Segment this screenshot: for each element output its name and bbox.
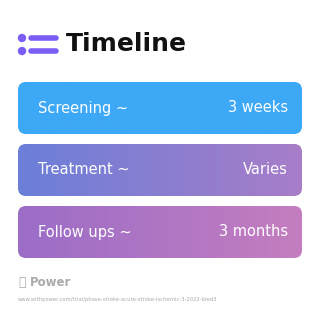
Text: Treatment ~: Treatment ~ bbox=[38, 163, 130, 178]
Text: Varies: Varies bbox=[243, 163, 288, 178]
Text: 3 months: 3 months bbox=[219, 225, 288, 239]
Text: ␧: ␧ bbox=[18, 277, 26, 289]
Circle shape bbox=[19, 47, 26, 55]
Text: Power: Power bbox=[30, 277, 71, 289]
Circle shape bbox=[19, 35, 26, 42]
Text: Screening ~: Screening ~ bbox=[38, 100, 128, 115]
Text: Follow ups ~: Follow ups ~ bbox=[38, 225, 132, 239]
Text: Timeline: Timeline bbox=[66, 32, 187, 56]
Text: 3 weeks: 3 weeks bbox=[228, 100, 288, 115]
Text: www.withpower.com/trial/phase-stroke-acute-stroke-ischemic-3-2022-bled3: www.withpower.com/trial/phase-stroke-acu… bbox=[18, 298, 218, 302]
